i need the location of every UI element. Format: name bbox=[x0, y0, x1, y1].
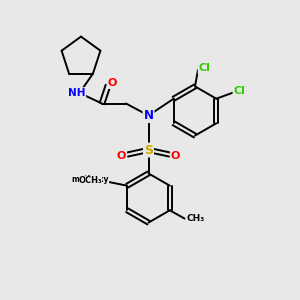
Text: Cl: Cl bbox=[199, 63, 211, 74]
Text: O: O bbox=[117, 151, 126, 161]
Text: OCH₃: OCH₃ bbox=[79, 176, 102, 185]
Text: S: S bbox=[144, 143, 153, 157]
Text: CH₃: CH₃ bbox=[186, 214, 204, 223]
Text: N: N bbox=[143, 109, 154, 122]
Text: O: O bbox=[98, 176, 108, 186]
Text: O: O bbox=[108, 78, 117, 88]
Text: methoxy: methoxy bbox=[71, 175, 108, 184]
Text: Cl: Cl bbox=[233, 86, 245, 96]
Text: NH: NH bbox=[68, 88, 85, 98]
Text: O: O bbox=[171, 151, 180, 161]
